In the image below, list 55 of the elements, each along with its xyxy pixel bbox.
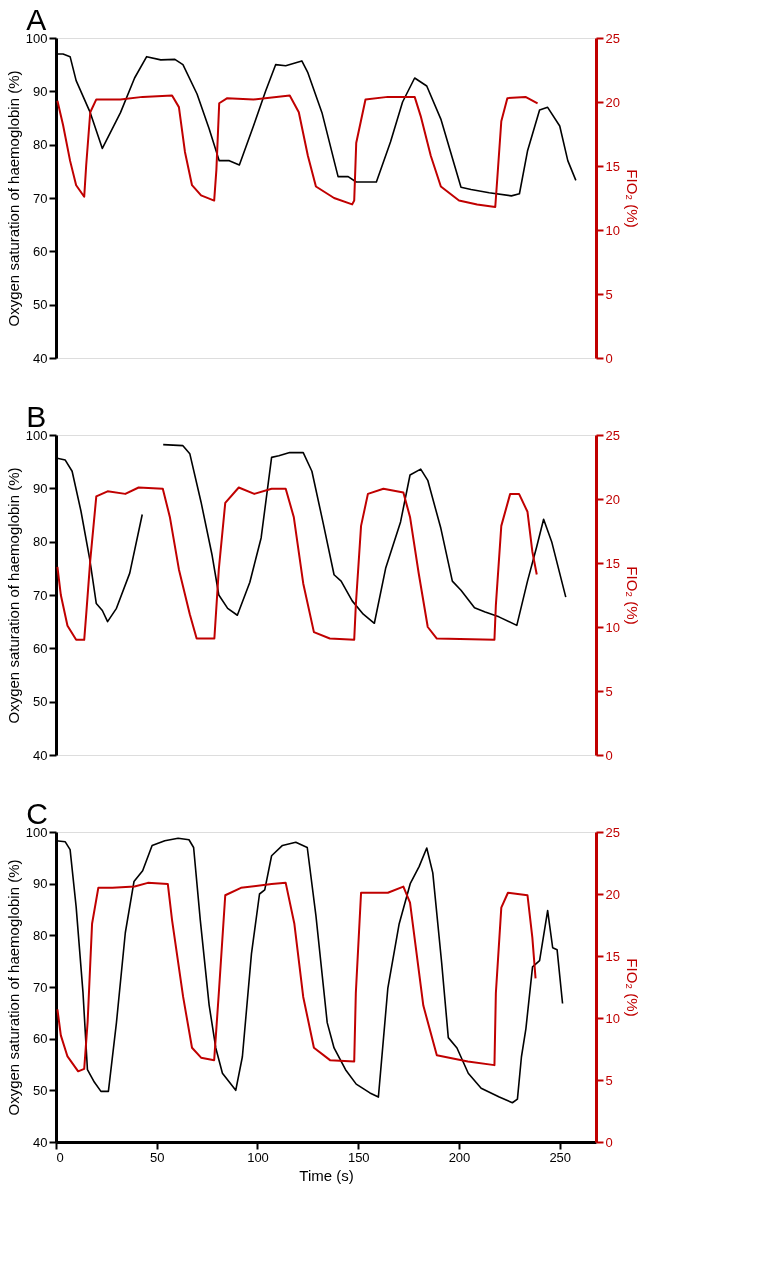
y2-tick-label: 10 xyxy=(605,222,620,238)
x-tick-label: 50 xyxy=(150,1149,165,1165)
y2-tick-label: 15 xyxy=(605,948,620,964)
x-tick-label: 150 xyxy=(347,1149,370,1165)
y2-tick-label: 0 xyxy=(605,1134,613,1150)
y-axis-title: Oxygen saturation of haemoglobin (%) xyxy=(4,467,22,724)
y-tick-label: 80 xyxy=(33,534,48,550)
line-series xyxy=(56,94,539,208)
y-tick-label: 80 xyxy=(33,927,48,943)
y2-tick-label: 25 xyxy=(605,30,620,46)
x-tick-label: 250 xyxy=(549,1149,572,1165)
y2-tick-label: 5 xyxy=(605,683,613,699)
y-tick-label: 40 xyxy=(33,350,48,366)
y-tick-label: 100 xyxy=(25,30,48,46)
y2-axis-title: FIO₂ (%) xyxy=(623,566,641,625)
y-tick-label: 40 xyxy=(33,747,48,763)
y2-tick-label: 0 xyxy=(605,747,613,763)
y-tick-label: 50 xyxy=(33,297,48,313)
y2-axis-title: FIO₂ (%) xyxy=(623,169,641,228)
y-tick-label: 90 xyxy=(33,83,48,99)
y2-tick-label: 20 xyxy=(605,886,620,902)
y-tick-label: 50 xyxy=(33,1082,48,1098)
y2-tick-label: 25 xyxy=(605,824,620,840)
y2-tick-label: 10 xyxy=(605,619,620,635)
x-tick-label: 200 xyxy=(448,1149,471,1165)
y-tick-label: 70 xyxy=(33,587,48,603)
y-tick-label: 50 xyxy=(33,694,48,710)
y-tick-label: 90 xyxy=(33,876,48,892)
y-tick-label: 90 xyxy=(33,480,48,496)
y-tick-label: 60 xyxy=(33,640,48,656)
y-tick-label: 100 xyxy=(25,427,48,443)
line-series xyxy=(56,881,537,1073)
y-axis-title: Oxygen saturation of haemoglobin (%) xyxy=(4,70,22,327)
y-tick-label: 70 xyxy=(33,979,48,995)
x-axis-title: Time (s) xyxy=(299,1166,354,1184)
y2-tick-label: 0 xyxy=(605,350,613,366)
y-axis-title: Oxygen saturation of haemoglobin (%) xyxy=(4,859,22,1116)
y-tick-label: 40 xyxy=(33,1134,48,1150)
y-tick-label: 60 xyxy=(33,243,48,259)
y2-tick-label: 20 xyxy=(605,94,620,110)
y2-tick-label: 5 xyxy=(605,286,613,302)
y2-tick-label: 5 xyxy=(605,1072,613,1088)
line-series xyxy=(56,486,538,641)
y2-tick-label: 20 xyxy=(605,491,620,507)
y2-tick-label: 10 xyxy=(605,1010,620,1026)
y2-tick-label: 25 xyxy=(605,427,620,443)
y2-tick-label: 15 xyxy=(605,555,620,571)
x-tick-label: 100 xyxy=(247,1149,269,1165)
y-tick-label: 80 xyxy=(33,137,48,153)
x-tick-label: 0 xyxy=(56,1149,64,1165)
y2-axis-title: FIO₂ (%) xyxy=(623,958,641,1017)
y-tick-label: 60 xyxy=(33,1031,48,1047)
y-tick-label: 100 xyxy=(25,824,48,840)
y2-tick-label: 15 xyxy=(605,158,620,174)
y-tick-label: 70 xyxy=(33,190,48,206)
